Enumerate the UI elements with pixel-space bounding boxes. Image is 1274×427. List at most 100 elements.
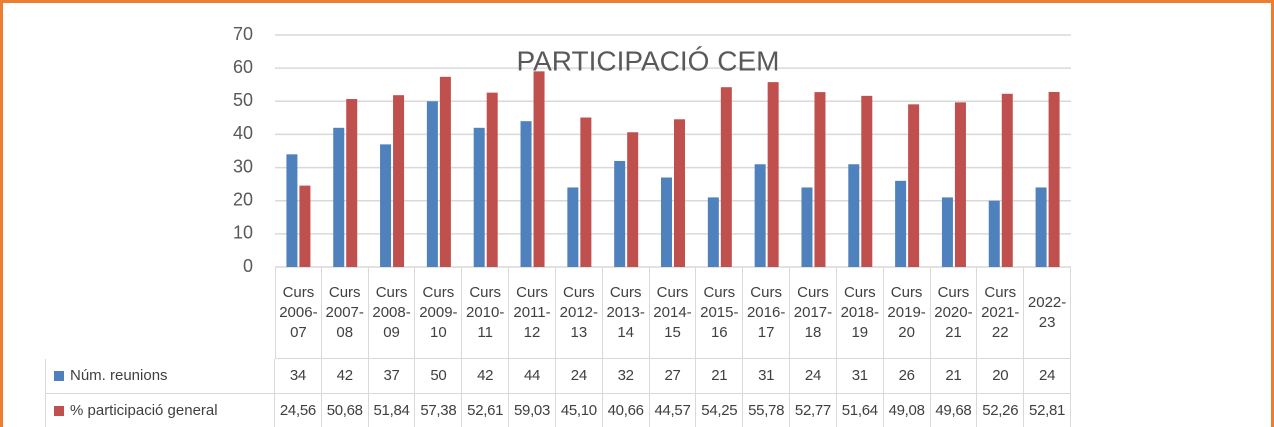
- data-label: 52,81: [1024, 394, 1071, 427]
- bar: [333, 127, 345, 267]
- data-label: 40,66: [603, 394, 650, 427]
- data-label: 42: [462, 359, 510, 394]
- data-label: 52,61: [462, 394, 510, 427]
- data-label: 37: [368, 359, 416, 394]
- category-label: Curs 2013-14: [602, 267, 650, 359]
- bar: [848, 164, 860, 267]
- category-label: Curs 2017-18: [790, 267, 837, 359]
- bar: [520, 121, 532, 268]
- data-label: 45,10: [556, 394, 603, 427]
- bar: [767, 82, 779, 267]
- bar: [299, 185, 311, 267]
- category-label: Curs 2009-10: [415, 267, 463, 359]
- category-label: Curs 2008-09: [368, 267, 416, 359]
- bar: [1001, 93, 1013, 267]
- bar: [941, 197, 953, 267]
- y-tick-label: 40: [233, 123, 253, 143]
- bar: [954, 102, 966, 267]
- y-tick-label: 70: [233, 24, 253, 44]
- plot: 0 10 20 30 40 50 60 70 PARTICIPACIÓ CEM: [233, 24, 1071, 276]
- category-label: Curs 2016-17: [743, 267, 791, 359]
- bar: [707, 197, 719, 267]
- bar: [439, 76, 451, 267]
- data-label: 51,84: [369, 394, 416, 427]
- bar: [533, 71, 545, 267]
- category-label: Curs 2010-11: [462, 267, 510, 359]
- data-label: 44: [509, 359, 556, 394]
- y-tick-label: 50: [233, 90, 253, 110]
- bar: [674, 119, 685, 267]
- data-label: 51,64: [837, 394, 884, 427]
- bar: [473, 127, 485, 267]
- bar: [1035, 187, 1047, 267]
- bar: [426, 101, 438, 268]
- bar: [861, 95, 873, 268]
- bar: [614, 160, 626, 267]
- category-label: Curs 2011-12: [509, 267, 556, 359]
- bar: [346, 99, 358, 267]
- category-label: Curs 2007-08: [321, 267, 369, 359]
- data-label: 49,08: [884, 394, 931, 427]
- category-label: Curs 2018-19: [836, 267, 884, 359]
- data-label: 20: [977, 359, 1025, 394]
- data-label: 21: [930, 359, 978, 394]
- data-label: 31: [836, 359, 884, 394]
- chart-title: PARTICIPACIÓ CEM: [517, 45, 780, 76]
- data-label: 31: [743, 359, 791, 394]
- bar: [286, 154, 298, 267]
- bar: [580, 117, 592, 267]
- bar: [720, 87, 732, 267]
- data-label: 50: [415, 359, 463, 394]
- legend-key: [54, 406, 64, 416]
- data-label: 34: [275, 359, 322, 394]
- category-label: Curs 2014-15: [649, 267, 697, 359]
- category-label: Curs 2012-13: [555, 267, 603, 359]
- data-label: 59,03: [509, 394, 556, 427]
- category-label: Curs 2021-22: [977, 267, 1025, 359]
- data-label: 57,38: [415, 394, 463, 427]
- data-label: 26: [883, 359, 931, 394]
- y-tick-label: 30: [233, 156, 253, 176]
- data-label: 50,68: [322, 394, 369, 427]
- bar: [486, 92, 498, 267]
- data-label: 24: [790, 359, 837, 394]
- bar: [380, 144, 392, 267]
- data-label: 24,56: [275, 394, 322, 427]
- category-label: Curs 2020-21: [930, 267, 978, 359]
- legend-entry: Núm. reunions: [45, 359, 275, 394]
- data-label: 27: [649, 359, 697, 394]
- bar: [627, 132, 639, 267]
- legend-key: [54, 371, 64, 381]
- data-label: 52,26: [977, 394, 1025, 427]
- legend-label: Núm. reunions: [70, 367, 168, 384]
- data-label: 44,57: [650, 394, 697, 427]
- data-label: 42: [321, 359, 369, 394]
- data-label: 54,25: [696, 394, 744, 427]
- bar: [801, 187, 813, 267]
- bar: [895, 180, 907, 267]
- bar: [908, 104, 920, 267]
- data-label: 24: [1024, 359, 1071, 394]
- bar: [754, 164, 766, 267]
- bar: [393, 95, 405, 267]
- bar: [567, 187, 579, 267]
- y-tick-label: 60: [233, 57, 253, 77]
- legend-label: % participació general: [70, 402, 218, 419]
- category-label: Curs 2019-20: [883, 267, 931, 359]
- data-label: 52,77: [790, 394, 837, 427]
- bar: [814, 92, 826, 268]
- y-tick-label: 10: [233, 223, 253, 243]
- data-label: 24: [555, 359, 603, 394]
- y-tick-label: 20: [233, 189, 253, 209]
- legend-entry: % participació general: [45, 394, 275, 427]
- category-label: Curs 2015-16: [696, 267, 744, 359]
- y-tick-label: 0: [243, 256, 253, 276]
- data-label: 55,78: [743, 394, 791, 427]
- bar: [1048, 91, 1060, 268]
- data-label: 32: [602, 359, 650, 394]
- category-label: Curs 2006-07: [275, 267, 322, 359]
- data-label: 49,68: [931, 394, 978, 427]
- data-label: 21: [696, 359, 744, 394]
- bar: [661, 177, 672, 267]
